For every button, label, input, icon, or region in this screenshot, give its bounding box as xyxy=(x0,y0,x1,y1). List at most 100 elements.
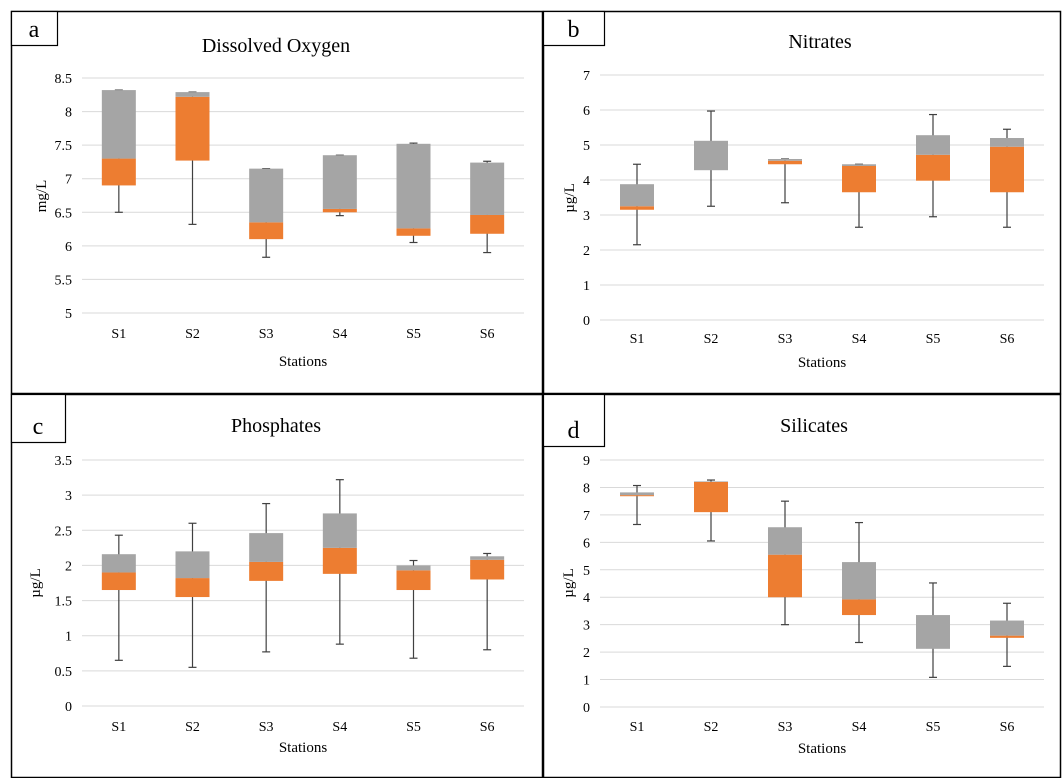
box-S2 xyxy=(694,110,728,207)
y-tick-label: 1 xyxy=(583,674,590,689)
y-tick-label: 3 xyxy=(583,619,590,634)
x-tick-label: S6 xyxy=(1000,332,1015,347)
y-tick-label: 0.5 xyxy=(55,665,73,680)
panel-label-box xyxy=(10,393,67,444)
panel-label: d xyxy=(568,418,580,444)
y-tick-label: 6 xyxy=(583,104,590,119)
panel-label: a xyxy=(29,17,40,43)
box-upper xyxy=(396,565,431,571)
chart-panel-c: c Phosphates 0 0.5 1 1.5 2 2.5 3 3.5 S1 S2 S3 S4 S5 S6 S… xyxy=(10,393,544,778)
x-tick-label: S2 xyxy=(704,332,719,347)
y-tick-label: 8 xyxy=(65,106,72,121)
box-S2 xyxy=(175,91,210,225)
box-lower xyxy=(322,208,357,213)
box-S4 xyxy=(322,154,357,217)
y-tick-label: 4 xyxy=(583,591,590,606)
y-tick-label: 3 xyxy=(65,489,72,504)
box-S2 xyxy=(694,479,728,542)
y-tick-label: 5 xyxy=(583,139,590,154)
y-tick-label: 2 xyxy=(583,244,590,259)
box-lower xyxy=(620,206,654,210)
y-tick-label: 0 xyxy=(65,700,72,715)
y-tick-label: 8 xyxy=(583,481,590,496)
y-tick-label: 0 xyxy=(583,701,590,716)
box-S4 xyxy=(842,521,876,644)
chart-title: Nitrates xyxy=(788,31,852,53)
x-tick-label: S2 xyxy=(185,327,200,342)
box-upper xyxy=(694,140,728,171)
box-S6 xyxy=(990,602,1024,667)
y-tick-label: 1.5 xyxy=(55,595,73,610)
panel-border xyxy=(10,393,544,778)
box-upper xyxy=(620,492,654,496)
x-tick-label: S1 xyxy=(630,720,645,735)
box-lower xyxy=(470,214,505,234)
x-tick-label: S4 xyxy=(332,720,347,735)
chart-panel-d: d Silicates 0 1 2 3 4 5 6 7 8 9 S1 S2 S3 S4 S5 S6 Stations… xyxy=(542,393,1062,778)
box-upper xyxy=(322,513,357,548)
y-tick-label: 5 xyxy=(65,307,72,322)
y-tick-label: 2.5 xyxy=(55,524,73,539)
box-upper xyxy=(694,481,728,482)
box-upper xyxy=(620,184,654,207)
x-tick-label: S1 xyxy=(111,720,126,735)
y-tick-label: 2 xyxy=(583,646,590,661)
box-lower xyxy=(101,572,136,591)
x-tick-label: S3 xyxy=(259,720,274,735)
box-lower xyxy=(768,554,802,598)
y-tick-label: 6 xyxy=(65,240,72,255)
box-lower xyxy=(322,547,357,574)
box-S1 xyxy=(620,484,654,526)
x-tick-label: S1 xyxy=(630,332,645,347)
box-S1 xyxy=(620,163,654,246)
panel-label: b xyxy=(568,17,580,43)
x-tick-label: S3 xyxy=(259,327,274,342)
chart-panel-b: b Nitrates 0 1 2 3 4 5 6 7 S1 S2 S3 S4 S5 S6 Stations µg/… xyxy=(542,10,1062,395)
box-upper xyxy=(175,551,210,579)
box-S2 xyxy=(175,522,210,668)
box-lower xyxy=(175,96,210,161)
x-tick-label: S3 xyxy=(778,332,793,347)
box-S3 xyxy=(249,502,284,653)
box-upper xyxy=(249,168,284,223)
x-tick-label: S5 xyxy=(406,720,421,735)
y-tick-label: 7 xyxy=(65,173,72,188)
panel-label-box xyxy=(10,10,59,47)
x-axis-title: Stations xyxy=(279,740,328,756)
x-tick-label: S4 xyxy=(852,720,867,735)
panel-label: c xyxy=(33,414,44,440)
box-lower xyxy=(249,222,284,240)
x-axis-title: Stations xyxy=(798,741,847,757)
box-upper xyxy=(470,162,505,215)
box-upper xyxy=(322,155,357,209)
x-tick-label: S4 xyxy=(332,327,347,342)
x-axis-title: Stations xyxy=(798,355,847,371)
box-upper xyxy=(916,615,950,649)
box-upper xyxy=(990,138,1024,147)
y-tick-label: 7 xyxy=(583,509,590,524)
box-upper xyxy=(842,164,876,166)
y-axis-title: mg/L xyxy=(34,180,50,213)
box-upper xyxy=(768,527,802,555)
chart-panel-a: a Dissolved Oxygen 5 5.5 6 6.5 7 7.5 8 8.5 S1 S2 S3 S… xyxy=(10,10,544,395)
y-tick-label: 3 xyxy=(583,209,590,224)
box-S1 xyxy=(101,89,136,213)
x-tick-label: S2 xyxy=(185,720,200,735)
box-upper xyxy=(396,143,431,229)
panel-label-box xyxy=(542,10,606,47)
y-axis-title: µg/L xyxy=(28,568,44,597)
box-S1 xyxy=(101,534,136,661)
box-S5 xyxy=(396,142,431,244)
box-lower xyxy=(470,559,505,580)
y-tick-label: 4 xyxy=(583,174,590,189)
box-S6 xyxy=(470,552,505,651)
box-lower xyxy=(620,495,654,497)
x-tick-label: S1 xyxy=(111,327,126,342)
chart-title: Silicates xyxy=(780,415,848,437)
x-tick-label: S4 xyxy=(852,332,867,347)
box-lower xyxy=(396,228,431,236)
box-S6 xyxy=(470,160,505,254)
box-lower xyxy=(101,158,136,186)
box-upper xyxy=(768,159,802,161)
